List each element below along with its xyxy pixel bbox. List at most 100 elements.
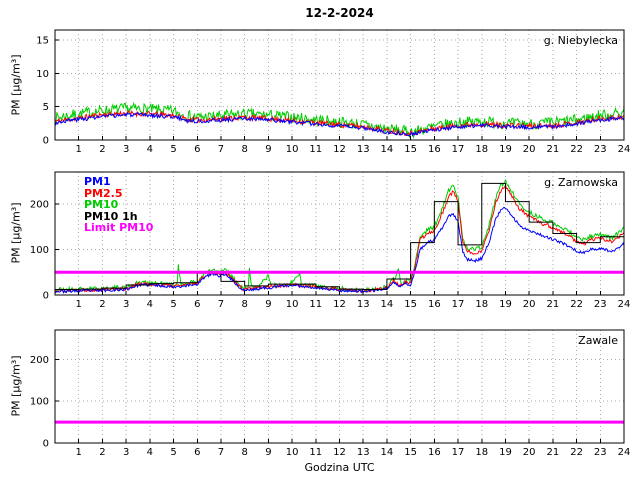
x-tick-label: 20 [523,144,536,155]
y-tick-label: 10 [36,69,49,80]
x-tick-label: 6 [194,144,200,155]
y-tick-label: 0 [43,291,49,302]
legend-item-pm1: PM1 [84,175,111,188]
y-tick-label: 100 [30,397,49,408]
x-tick-label: 21 [547,299,560,310]
x-tick-label: 22 [570,144,583,155]
x-tick-label: 22 [570,299,583,310]
x-tick-label: 19 [499,144,512,155]
chart-panel-3: 1 2 3 4 5 6 7 8 9 10 11 12 13 14 15 16 17 18 19 20 21 22 23 240… [30,329,631,458]
y-tick-label: 100 [30,245,49,256]
series-PM10 1h [55,182,624,291]
x-tick-label: 23 [594,447,607,458]
x-tick-label: 14 [381,447,394,458]
chart-panel-2: 1 2 3 4 5 6 7 8 9 10 11 12 13 14 15 16 17 18 19 20 21 22 23 240… [30,171,631,310]
x-tick-label: 17 [452,144,465,155]
x-tick-label: 16 [428,299,441,310]
x-tick-label: 1 [76,299,82,310]
x-tick-label: 23 [594,144,607,155]
x-tick-label: 13 [357,144,370,155]
x-tick-label: 24 [618,299,631,310]
x-tick-label: 2 [99,299,105,310]
x-tick-label: 3 [123,299,129,310]
x-tick-label: 7 [218,144,224,155]
x-tick-label: 3 [123,447,129,458]
x-tick-label: 20 [523,447,536,458]
x-tick-label: 16 [428,144,441,155]
x-tick-label: 10 [286,447,299,458]
legend: PM1 PM2.5 PM10 PM10 1h Limit PM10 [84,176,153,234]
x-tick-label: 15 [404,447,417,458]
x-tick-label: 15 [404,144,417,155]
y-tick-label: 200 [30,199,49,210]
x-tick-label: 2 [99,144,105,155]
y-tick-label: 15 [36,36,49,47]
x-tick-label: 22 [570,447,583,458]
x-tick-label: 4 [147,144,153,155]
x-tick-label: 24 [618,144,631,155]
x-tick-label: 11 [309,144,322,155]
series-PM1 [54,111,625,137]
x-tick-label: 3 [123,144,129,155]
x-tick-label: 18 [475,447,488,458]
x-tick-label: 20 [523,299,536,310]
x-tick-label: 21 [547,144,560,155]
x-tick-label: 10 [286,299,299,310]
legend-item-limit-pm10: Limit PM10 [84,221,154,234]
y-tick-label: 5 [43,102,49,113]
y-tick-label: 0 [43,439,49,450]
x-tick-label: 13 [357,447,370,458]
x-tick-label: 6 [194,299,200,310]
x-tick-label: 9 [265,447,271,458]
x-tick-label: 17 [452,299,465,310]
x-tick-label: 11 [309,447,322,458]
chart-panel-1: 1 2 3 4 5 6 7 8 9 10 11 12 13 14 15 16 17 18 19 20 21 22 23 240… [36,29,631,155]
station-label-zarnowska: g. Zarnowska [544,176,618,189]
y-axis-label-2: PM [µg/m³] [9,202,23,264]
y-tick-label: 200 [30,355,49,366]
x-tick-label: 9 [265,299,271,310]
x-tick-label: 9 [265,144,271,155]
x-tick-label: 4 [147,447,153,458]
x-axis-label: Godzina UTC [304,461,375,474]
x-tick-label: 2 [99,447,105,458]
x-tick-label: 23 [594,299,607,310]
x-tick-label: 1 [76,447,82,458]
x-tick-label: 6 [194,447,200,458]
x-tick-label: 24 [618,447,631,458]
x-tick-label: 11 [309,299,322,310]
x-tick-label: 4 [147,299,153,310]
x-tick-label: 12 [333,144,346,155]
x-tick-label: 15 [404,299,417,310]
x-tick-label: 12 [333,299,346,310]
x-tick-label: 5 [170,299,176,310]
station-label-niebylecka: g. Niebylecka [543,34,618,47]
x-tick-label: 7 [218,447,224,458]
x-tick-label: 18 [475,299,488,310]
series-PM2.5 [54,110,625,138]
x-tick-label: 8 [241,144,247,155]
station-label-zawale: Zawale [578,334,618,347]
x-tick-label: 21 [547,447,560,458]
x-tick-label: 17 [452,447,465,458]
x-tick-label: 8 [241,299,247,310]
x-tick-label: 19 [499,447,512,458]
chart-title: 12-2-2024 [305,6,374,20]
x-tick-label: 16 [428,447,441,458]
x-tick-label: 13 [357,299,370,310]
y-tick-label: 0 [43,136,49,147]
x-tick-label: 18 [475,144,488,155]
x-tick-label: 12 [333,447,346,458]
legend-item-pm10-1h: PM10 1h [84,209,138,223]
x-tick-label: 5 [170,144,176,155]
x-tick-label: 14 [381,299,394,310]
x-tick-label: 10 [286,144,299,155]
y-axis-label-1: PM [µg/m³] [9,54,23,116]
y-axis-label-3: PM [µg/m³] [9,355,23,417]
x-tick-label: 8 [241,447,247,458]
x-tick-label: 14 [381,144,394,155]
x-tick-label: 5 [170,447,176,458]
x-tick-label: 19 [499,299,512,310]
